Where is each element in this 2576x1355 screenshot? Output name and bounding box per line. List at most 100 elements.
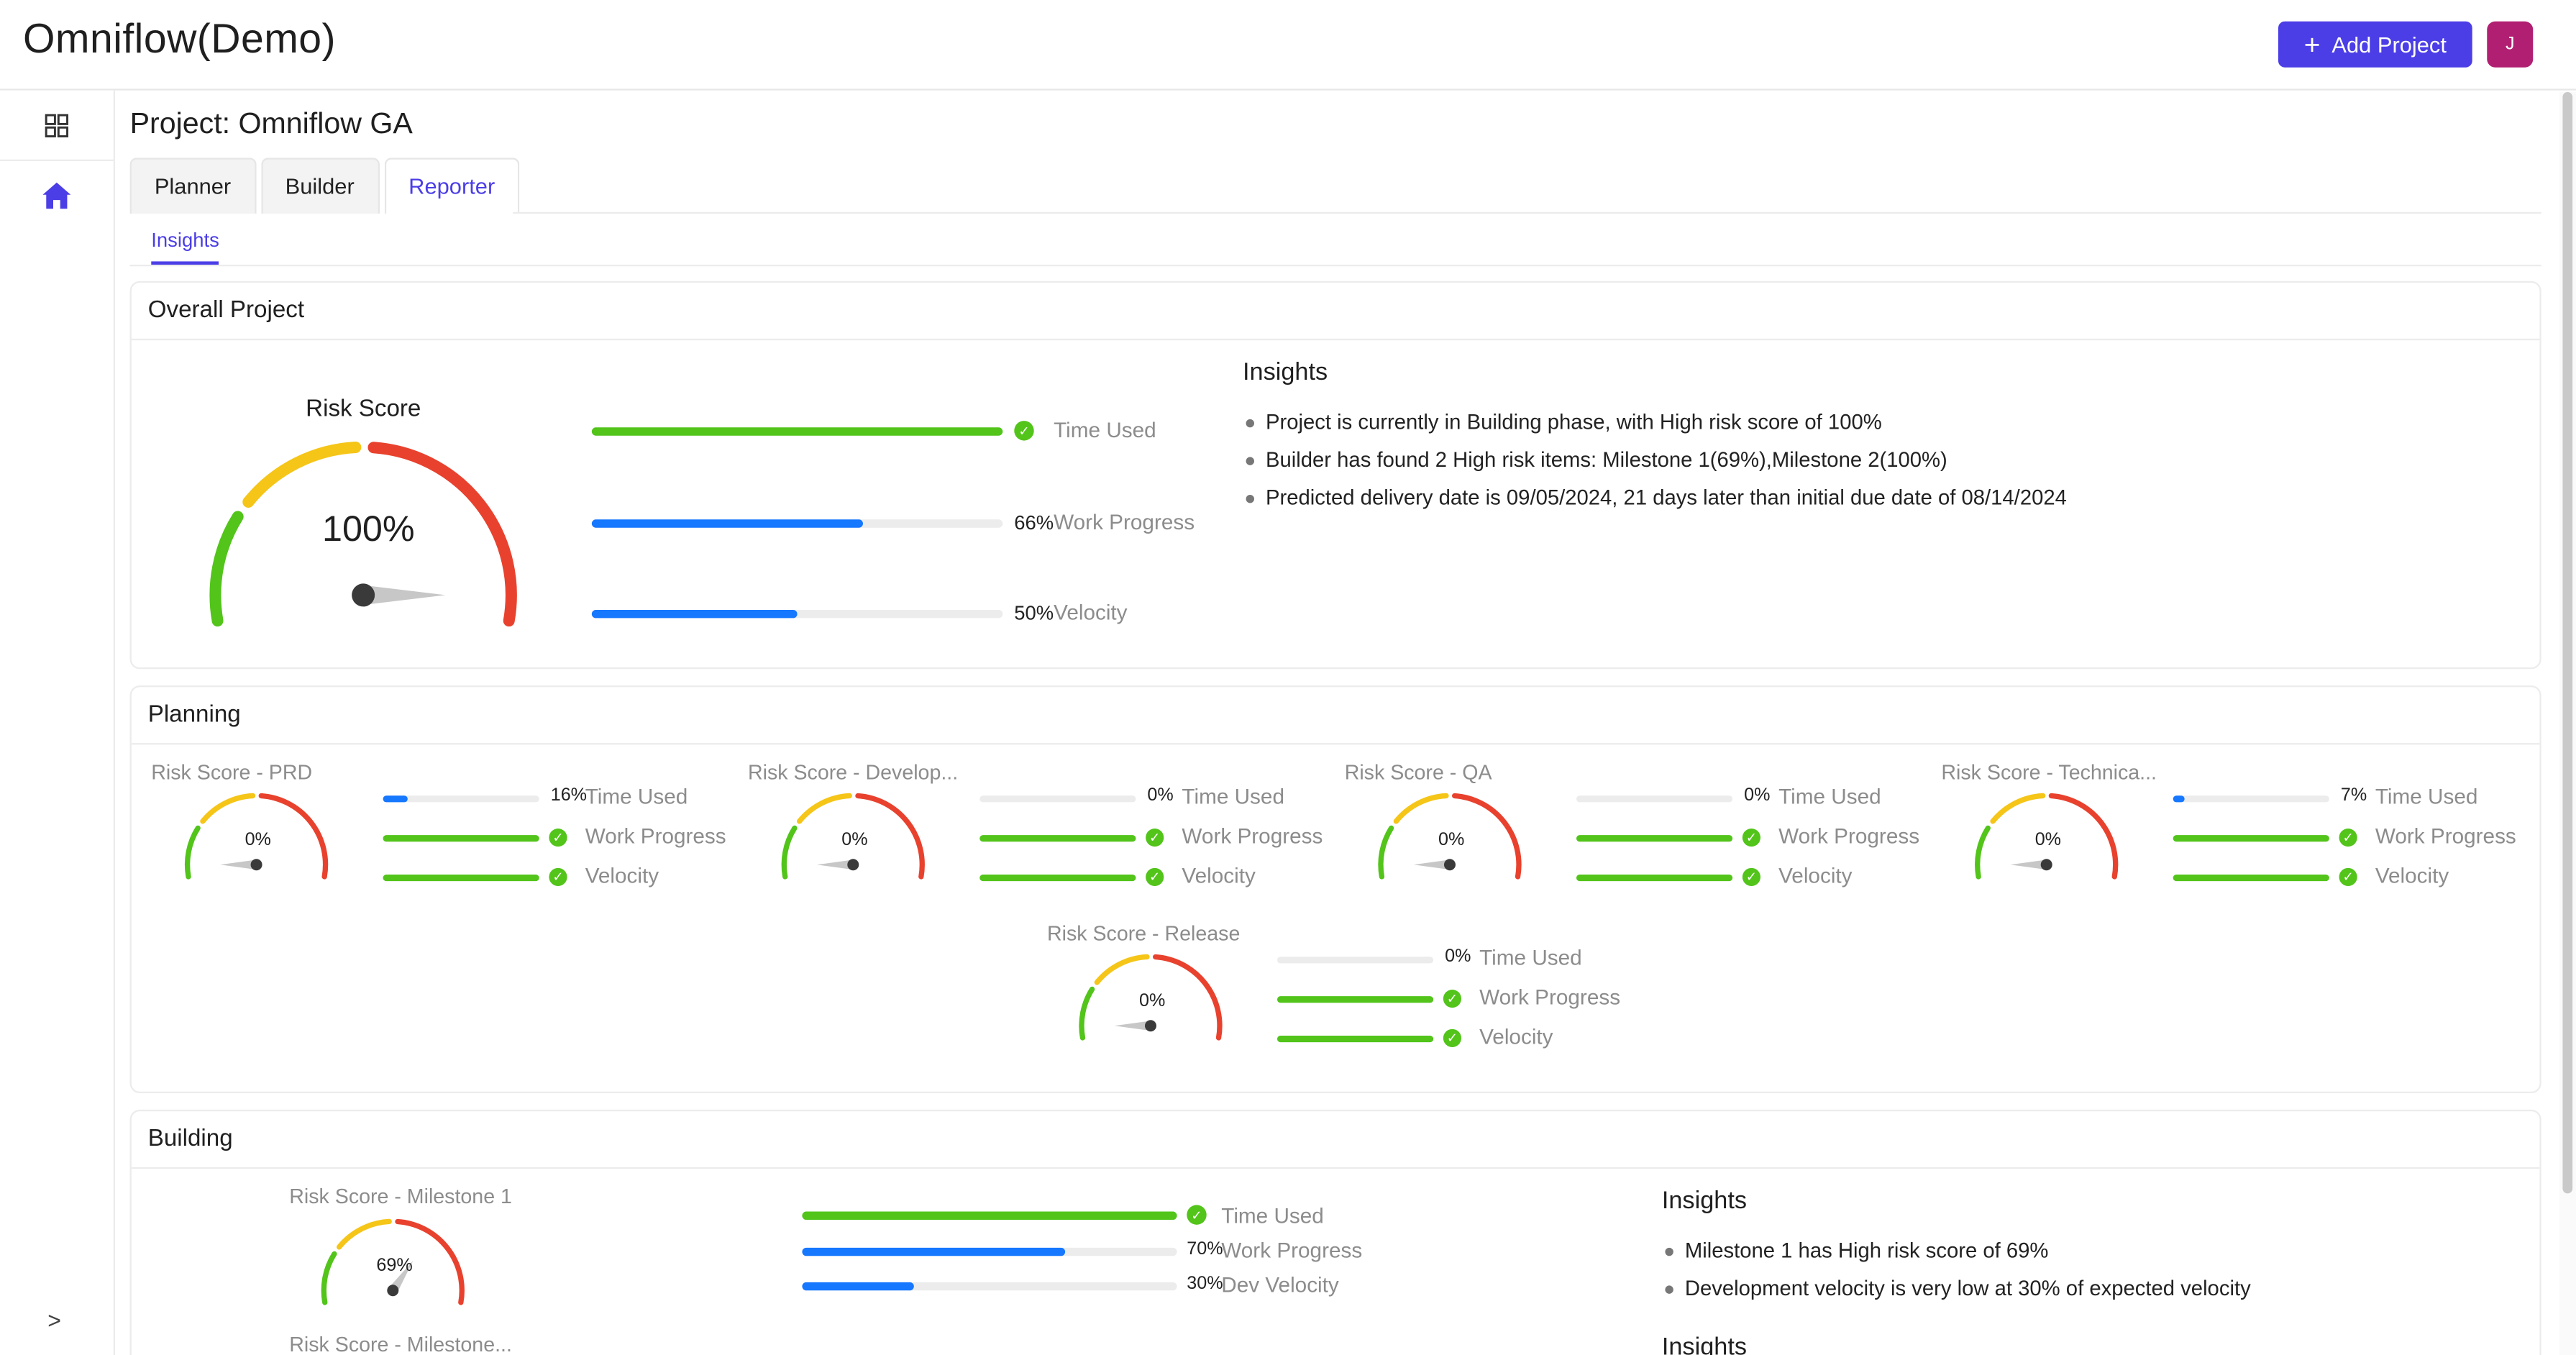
overall-risk-gauge	[209, 441, 517, 627]
milestone2-risk-title: Risk Score - Milestone...	[289, 1333, 512, 1355]
gauge-arc-high	[258, 793, 329, 880]
chevron-right-icon[interactable]: >	[47, 1307, 61, 1333]
planning-risk-value: 0%	[2034, 830, 2062, 850]
avatar[interactable]: J	[2487, 21, 2534, 68]
planning-risk-title: Risk Score - Technica...	[1941, 761, 2157, 785]
planning-card: Planning	[129, 685, 2541, 1093]
planning-time-used-bar	[1276, 957, 1434, 964]
gauge-arc-high	[1153, 954, 1223, 1041]
gauge-arc-mid	[1990, 793, 2046, 824]
list-item: Project is currently in Building phase, …	[1243, 409, 2067, 434]
time-used-label: Time Used	[1054, 417, 1156, 442]
planning-work-progress-bar	[383, 835, 539, 842]
gauge-arc-mid	[797, 793, 852, 824]
gauge-arc-high	[2048, 793, 2119, 880]
planning-work-progress-bar	[1276, 996, 1434, 1003]
scrollbar-thumb[interactable]	[2562, 91, 2573, 1194]
building-card: Building	[129, 1109, 2541, 1355]
overall-project-title: Overall Project	[131, 283, 2540, 341]
tab-builder[interactable]: Builder	[260, 158, 380, 214]
planning-risk-gauge	[1975, 793, 2119, 880]
planning-time-used-value: 0%	[1147, 785, 1174, 806]
gauge-hub	[352, 583, 375, 607]
gauge-arc-low	[184, 825, 201, 880]
list-item: Builder has found 2 High risk items: Mil…	[1243, 447, 2067, 472]
home-icon[interactable]	[42, 182, 71, 209]
check-circle-icon: ✓	[1443, 989, 1461, 1008]
planning-risk-gauge	[1079, 954, 1223, 1041]
planning-time-used-bar	[1576, 795, 1733, 803]
gauge-hub	[250, 859, 262, 871]
tab-bar: Planner Builder Reporter	[129, 158, 520, 214]
gauge-hub	[1144, 1020, 1156, 1032]
planning-work-progress-bar	[2173, 835, 2329, 842]
plus-icon: +	[2303, 28, 2321, 60]
work-progress-label: Work Progress	[1054, 509, 1195, 534]
gauge-needle	[816, 859, 854, 870]
milestone1-dev-velocity-value: 30%	[1187, 1274, 1223, 1294]
subtab-insights[interactable]: Insights	[151, 229, 219, 265]
check-circle-icon: ✓	[1014, 421, 1034, 441]
check-circle-icon: ✓	[1187, 1205, 1207, 1225]
gauge-hub	[2040, 859, 2052, 871]
gauge-arc-mid	[242, 441, 362, 508]
gauge-arc-high	[1452, 793, 1522, 880]
planning-velocity-bar	[383, 874, 539, 882]
top-bar: Omniflow(Demo) + Add Project J	[0, 0, 2576, 91]
milestone1-risk-gauge	[321, 1218, 465, 1305]
planning-risk-title: Risk Score - QA	[1344, 761, 1492, 785]
work-progress-bar	[591, 519, 1003, 528]
overall-insights-list: Project is currently in Building phase, …	[1243, 409, 2067, 523]
velocity-value: 50%	[1014, 601, 1054, 625]
overall-project-card: Overall Project	[129, 280, 2541, 670]
milestone1-time-used-bar	[802, 1211, 1177, 1220]
gauge-arc-low	[1975, 825, 1991, 880]
planning-velocity-label: Velocity	[585, 862, 659, 888]
planning-time-used-label: Time Used	[1479, 945, 1582, 970]
milestone1-dev-velocity-bar	[802, 1282, 1177, 1291]
planning-time-used-value: 16%	[550, 785, 588, 806]
milestone1-time-used-label: Time Used	[1221, 1203, 1324, 1228]
add-project-button[interactable]: + Add Project	[2278, 21, 2472, 68]
planning-time-used-value: 0%	[1445, 946, 1471, 967]
gauge-needle	[1413, 859, 1450, 870]
planning-time-used-bar	[2173, 795, 2329, 803]
gauge-hub	[1443, 859, 1456, 871]
milestone1-work-progress-bar	[802, 1247, 1177, 1256]
list-item: Predicted delivery date is 09/05/2024, 2…	[1243, 485, 2067, 510]
planning-time-used-value: 7%	[2340, 785, 2367, 806]
milestone1-risk-title: Risk Score - Milestone 1	[289, 1185, 512, 1208]
gauge-arc-high	[367, 442, 517, 627]
gauge-needle	[1114, 1021, 1151, 1031]
planning-risk-title: Risk Score - PRD	[151, 761, 313, 785]
planning-work-progress-label: Work Progress	[1479, 985, 1621, 1010]
overall-risk-title: Risk Score	[306, 396, 421, 423]
planning-risk-gauge	[184, 793, 329, 880]
tab-divider	[513, 211, 2541, 214]
gauge-arc-low	[781, 825, 798, 880]
tab-reporter[interactable]: Reporter	[383, 158, 520, 214]
tab-planner[interactable]: Planner	[129, 158, 256, 214]
planning-risk-value: 0%	[841, 830, 868, 850]
gauge-arc-low	[1378, 825, 1394, 880]
milestone1-work-progress-label: Work Progress	[1221, 1238, 1363, 1263]
planning-risk-gauge	[1378, 793, 1522, 880]
apps-grid-icon[interactable]	[45, 114, 69, 138]
gauge-arc-low	[209, 511, 244, 627]
planning-velocity-label: Velocity	[1182, 862, 1256, 888]
planning-velocity-bar	[979, 874, 1136, 882]
planning-work-progress-label: Work Progress	[1778, 824, 1920, 849]
planning-work-progress-label: Work Progress	[1182, 824, 1323, 849]
planning-risk-title: Risk Score - Develop...	[747, 761, 959, 785]
gauge-arc-mid	[1393, 793, 1449, 824]
app-title: Omniflow(Demo)	[22, 16, 337, 63]
planning-time-used-bar	[979, 795, 1136, 803]
planning-risk-value: 0%	[245, 830, 271, 850]
planning-time-used-label: Time Used	[1778, 784, 1881, 809]
gauge-needle	[220, 859, 257, 870]
check-circle-icon: ✓	[549, 828, 567, 847]
work-progress-value: 66%	[1014, 511, 1054, 534]
gauge-hub	[847, 859, 859, 871]
scrollbar[interactable]	[2559, 91, 2576, 1355]
